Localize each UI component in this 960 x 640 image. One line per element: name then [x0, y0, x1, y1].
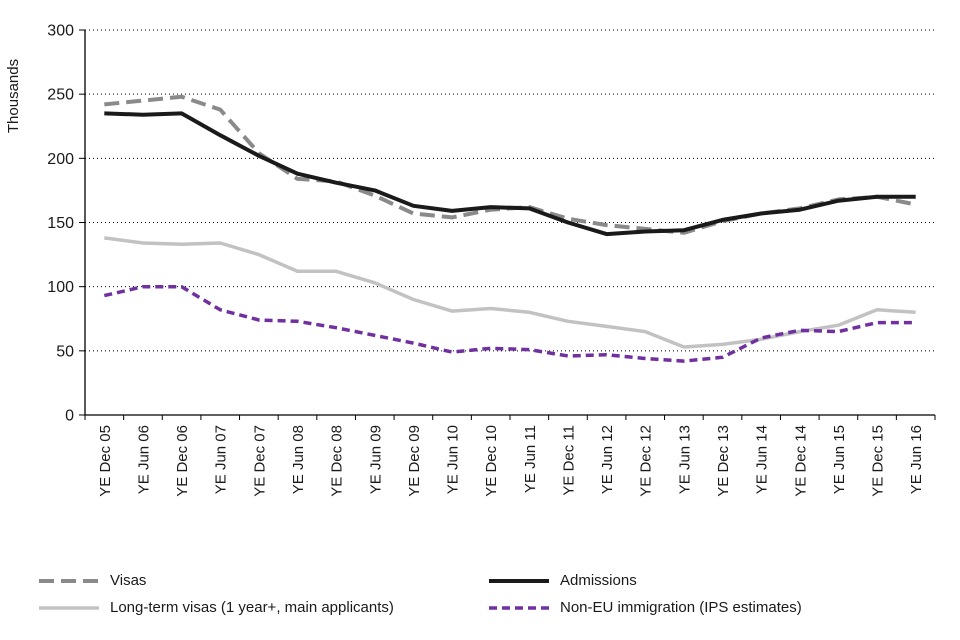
admissions-line-swatch	[489, 578, 549, 583]
x-tick-label: YE Jun 12	[599, 425, 616, 494]
x-tick-label: YE Jun 11	[522, 425, 539, 493]
x-tick-label: YE Dec 06	[174, 425, 191, 497]
x-tick-label: YE Dec 05	[97, 425, 114, 497]
x-tick-label: YE Dec 08	[329, 425, 346, 497]
x-tick-label: YE Dec 13	[715, 425, 732, 497]
y-tick-label: 300	[47, 23, 74, 40]
x-tick-label: YE Jun 13	[676, 425, 693, 494]
legend-item-non-eu-immigration: Non-EU immigration (IPS estimates)	[488, 599, 960, 616]
y-tick-label: 150	[47, 215, 74, 232]
legend-item-admissions: Admissions	[488, 572, 960, 589]
legend-label-long-term-visas: Long-term visas (1 year+, main applicant…	[110, 599, 394, 616]
chart-legend: Visas Admissions Long-term visas (1 year…	[0, 572, 960, 616]
legend-label-non-eu-immigration: Non-EU immigration (IPS estimates)	[560, 599, 802, 616]
chart-plot-area: 0 50 100 150 200 250 300 YE Dec 05 YE Jun 06 YE D…	[5, 23, 936, 497]
x-tick-label: YE Jun 10	[445, 425, 462, 494]
x-tick-label: YE Dec 15	[870, 425, 887, 497]
legend-item-long-term-visas: Long-term visas (1 year+, main applicant…	[38, 599, 488, 616]
x-tick-label: YE Jun 06	[135, 425, 152, 494]
y-tick-label: 200	[47, 151, 74, 168]
x-tick-label: YE Jun 09	[367, 425, 384, 494]
x-tick-label: YE Dec 14	[792, 425, 809, 497]
series-line-1	[104, 111, 916, 237]
x-tick-label: YE Jun 16	[908, 425, 925, 494]
series-line-3	[103, 284, 916, 363]
legend-label-visas: Visas	[110, 572, 147, 589]
x-tick-label: YE Dec 07	[251, 425, 268, 497]
legend-item-visas: Visas	[38, 572, 488, 589]
series-line-0	[104, 94, 917, 235]
long-term-visas-line-swatch	[39, 605, 99, 610]
x-tick-label: YE Dec 11	[560, 425, 577, 496]
x-tick-label: YE Dec 09	[406, 425, 423, 497]
y-tick-label: 100	[47, 279, 74, 296]
x-tick-label: YE Jun 08	[290, 425, 307, 494]
y-tick-label: 50	[56, 343, 74, 360]
x-tick-label: YE Jun 14	[754, 425, 771, 494]
x-tick-label: YE Jun 07	[213, 425, 230, 494]
y-tick-label: 250	[47, 87, 74, 104]
visas-line-swatch	[39, 578, 99, 583]
y-axis-title: Thousands	[5, 59, 22, 133]
y-tick-label: 0	[65, 408, 74, 425]
x-tick-label: YE Dec 12	[638, 425, 655, 497]
x-tick-label: YE Dec 10	[483, 425, 500, 497]
x-tick-label: YE Jun 15	[831, 425, 848, 494]
non-eu-immigration-line-swatch	[489, 605, 549, 610]
legend-label-admissions: Admissions	[560, 572, 637, 589]
